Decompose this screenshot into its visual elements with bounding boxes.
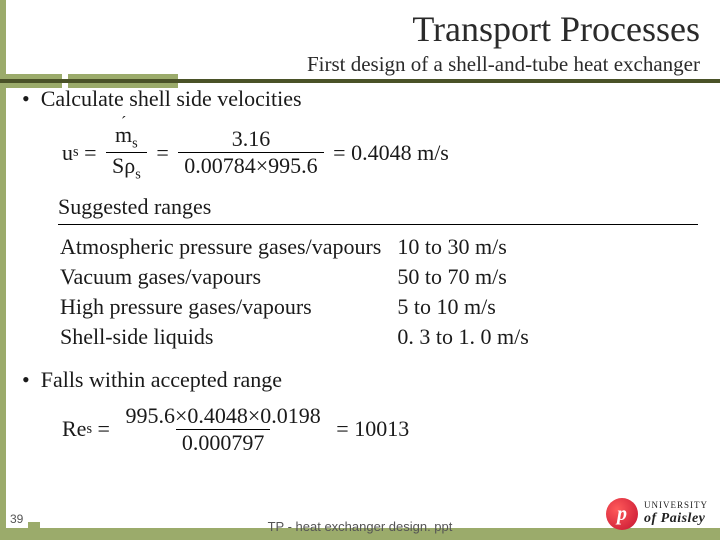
divider bbox=[58, 224, 698, 225]
university-logo: p UNIVERSITY of Paisley bbox=[606, 498, 708, 530]
footer-filename: TP - heat exchanger design. ppt bbox=[268, 519, 453, 534]
page-subtitle: First design of a shell-and-tube heat ex… bbox=[307, 52, 700, 77]
table-row: High pressure gases/vapours5 to 10 m/s bbox=[60, 293, 543, 321]
bullet-calculate: • Calculate shell side velocities bbox=[22, 86, 700, 112]
slide-number: 39 bbox=[10, 512, 23, 526]
bullet-accepted: • Falls within accepted range bbox=[22, 367, 700, 393]
ranges-table: Atmospheric pressure gases/vapours10 to … bbox=[58, 231, 545, 353]
equation-velocity: us = ms Sρs = 3.16 0.00784×995.6 = 0.404… bbox=[62, 122, 700, 184]
logo-glyph: p bbox=[606, 498, 638, 530]
equation-reynolds: Res = 995.6×0.4048×0.0198 0.000797 = 100… bbox=[62, 403, 700, 456]
page-title: Transport Processes bbox=[412, 8, 700, 50]
table-row: Shell-side liquids0. 3 to 1. 0 m/s bbox=[60, 323, 543, 351]
table-row: Atmospheric pressure gases/vapours10 to … bbox=[60, 233, 543, 261]
content-area: • Calculate shell side velocities us = m… bbox=[22, 86, 700, 466]
table-row: Vacuum gases/vapours50 to 70 m/s bbox=[60, 263, 543, 291]
suggested-ranges-label: Suggested ranges bbox=[58, 194, 700, 220]
